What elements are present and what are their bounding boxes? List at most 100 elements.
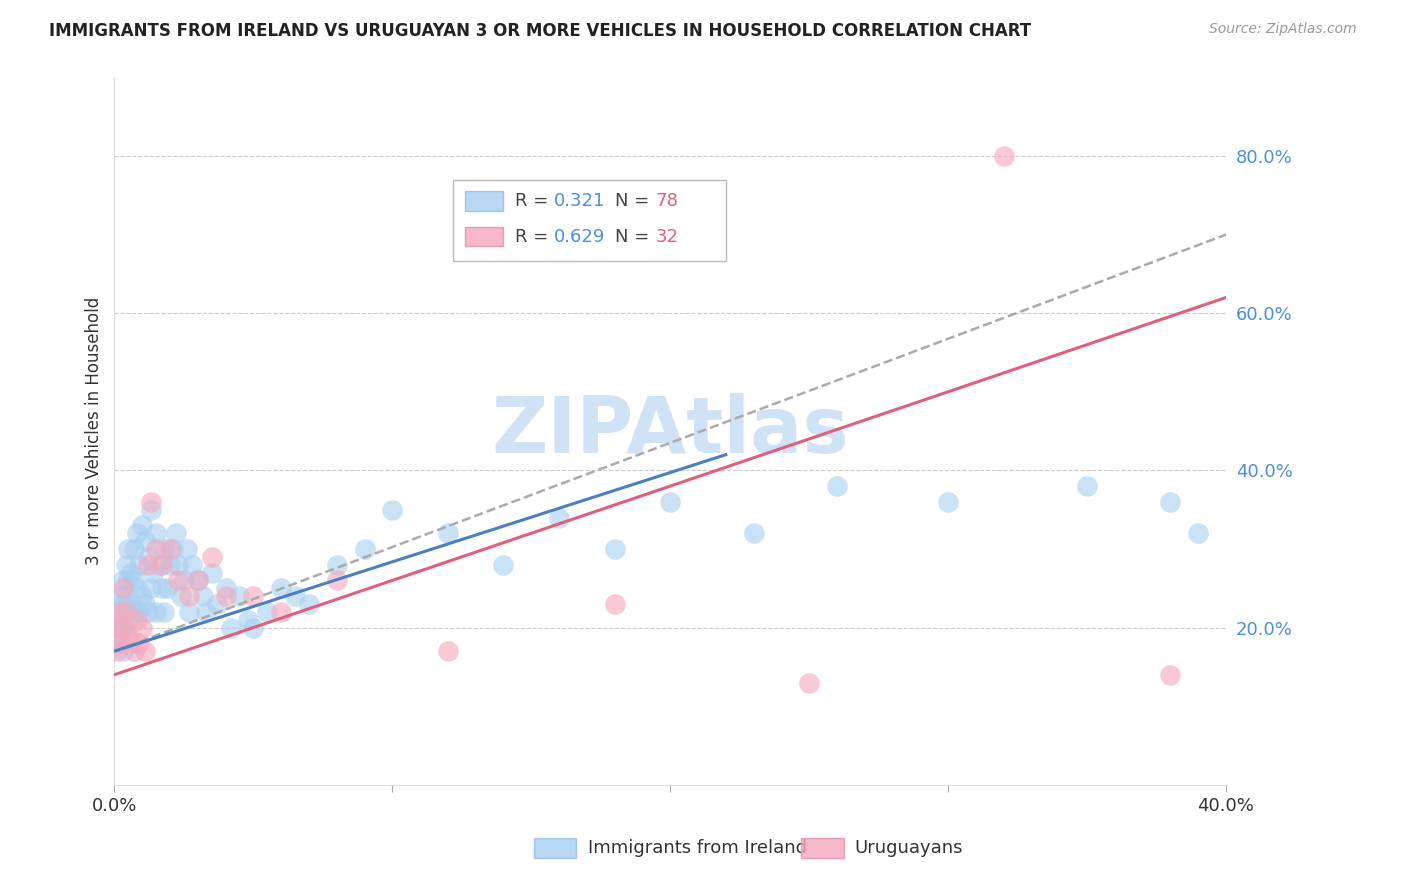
- Point: [108, 636, 131, 650]
- Point: [298, 597, 321, 611]
- Point: [256, 605, 278, 619]
- Point: [187, 574, 209, 588]
- Point: [134, 644, 156, 658]
- Point: [105, 636, 128, 650]
- Point: [167, 558, 190, 572]
- Point: [120, 597, 142, 611]
- Point: [136, 549, 159, 564]
- Point: [117, 605, 139, 619]
- Point: [131, 518, 153, 533]
- Point: [170, 589, 193, 603]
- Point: [105, 621, 128, 635]
- Point: [797, 675, 820, 690]
- Point: [242, 621, 264, 635]
- Point: [125, 582, 148, 596]
- Point: [136, 605, 159, 619]
- Point: [145, 541, 167, 556]
- Text: R =: R =: [515, 192, 554, 211]
- Point: [139, 495, 162, 509]
- Point: [145, 605, 167, 619]
- Point: [142, 566, 165, 580]
- Point: [325, 558, 347, 572]
- Point: [1159, 495, 1181, 509]
- Point: [136, 558, 159, 572]
- Point: [120, 566, 142, 580]
- Point: [114, 589, 136, 603]
- Point: [993, 149, 1015, 163]
- Point: [134, 597, 156, 611]
- Point: [159, 558, 181, 572]
- Text: Source: ZipAtlas.com: Source: ZipAtlas.com: [1209, 22, 1357, 37]
- Point: [193, 589, 215, 603]
- Point: [176, 541, 198, 556]
- Point: [162, 541, 184, 556]
- Point: [108, 589, 131, 603]
- Point: [1159, 667, 1181, 681]
- Point: [111, 597, 134, 611]
- Point: [167, 574, 190, 588]
- Point: [131, 589, 153, 603]
- Point: [122, 574, 145, 588]
- Point: [159, 541, 181, 556]
- Point: [437, 644, 460, 658]
- Point: [108, 628, 131, 642]
- Point: [122, 605, 145, 619]
- Point: [214, 589, 236, 603]
- Point: [201, 549, 224, 564]
- Point: [114, 558, 136, 572]
- Point: [603, 597, 626, 611]
- Point: [114, 621, 136, 635]
- Point: [165, 526, 187, 541]
- Point: [139, 502, 162, 516]
- Point: [128, 558, 150, 572]
- Point: [742, 526, 765, 541]
- Point: [114, 605, 136, 619]
- Point: [353, 541, 375, 556]
- Text: Immigrants from Ireland: Immigrants from Ireland: [588, 839, 807, 857]
- Point: [125, 613, 148, 627]
- Point: [219, 621, 242, 635]
- Point: [228, 589, 250, 603]
- Point: [108, 605, 131, 619]
- Point: [128, 636, 150, 650]
- Text: 32: 32: [655, 227, 679, 245]
- Text: 0.629: 0.629: [554, 227, 605, 245]
- Point: [825, 479, 848, 493]
- Point: [153, 605, 176, 619]
- Point: [150, 582, 173, 596]
- Point: [122, 541, 145, 556]
- Text: 78: 78: [655, 192, 679, 211]
- Point: [242, 589, 264, 603]
- FancyBboxPatch shape: [464, 191, 503, 211]
- Point: [492, 558, 515, 572]
- Point: [105, 621, 128, 635]
- Text: Uruguayans: Uruguayans: [855, 839, 963, 857]
- Point: [187, 574, 209, 588]
- Point: [108, 613, 131, 627]
- Point: [105, 605, 128, 619]
- Point: [122, 644, 145, 658]
- Point: [128, 605, 150, 619]
- Point: [936, 495, 959, 509]
- Point: [148, 558, 170, 572]
- Text: ZIPAtlas: ZIPAtlas: [491, 393, 849, 469]
- Point: [173, 574, 195, 588]
- Point: [270, 582, 292, 596]
- Point: [214, 582, 236, 596]
- Point: [134, 534, 156, 549]
- Point: [195, 605, 218, 619]
- Point: [111, 582, 134, 596]
- Point: [111, 621, 134, 635]
- Point: [125, 526, 148, 541]
- Point: [117, 628, 139, 642]
- Point: [284, 589, 307, 603]
- Point: [105, 644, 128, 658]
- Point: [437, 526, 460, 541]
- Point: [381, 502, 404, 516]
- Point: [548, 510, 571, 524]
- Point: [270, 605, 292, 619]
- Text: R =: R =: [515, 227, 554, 245]
- Point: [111, 644, 134, 658]
- Point: [179, 605, 201, 619]
- Point: [179, 589, 201, 603]
